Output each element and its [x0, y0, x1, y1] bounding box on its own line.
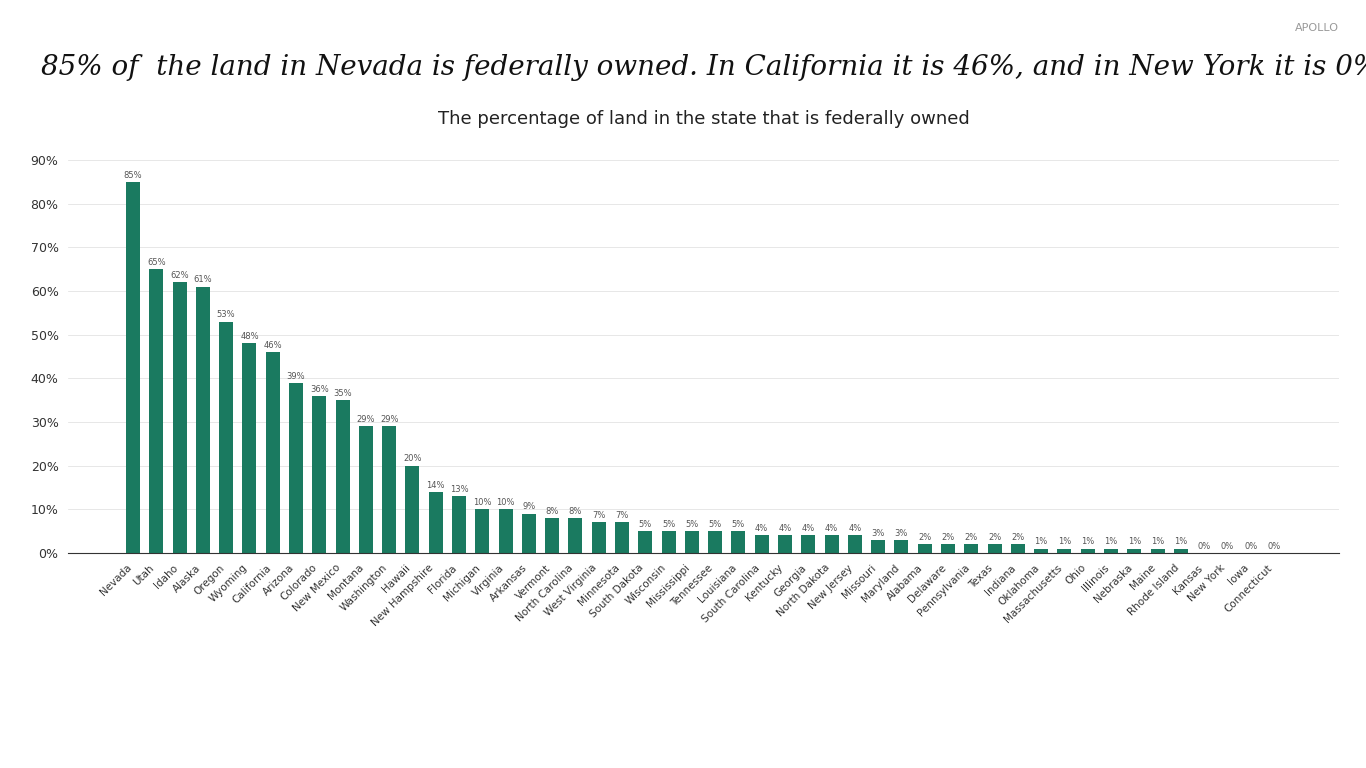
Bar: [918, 545, 932, 553]
Text: 3%: 3%: [895, 528, 908, 538]
Bar: [615, 522, 628, 553]
Bar: [1011, 545, 1024, 553]
Bar: [475, 509, 489, 553]
Text: 53%: 53%: [217, 310, 235, 319]
Text: 8%: 8%: [545, 507, 559, 516]
Bar: [731, 531, 746, 553]
Title: The percentage of land in the state that is federally owned: The percentage of land in the state that…: [437, 111, 970, 128]
Bar: [779, 535, 792, 553]
Text: 35%: 35%: [333, 389, 352, 398]
Text: 1%: 1%: [1127, 538, 1141, 546]
Bar: [452, 496, 466, 553]
Text: 5%: 5%: [732, 520, 744, 529]
Bar: [290, 382, 303, 553]
Text: 62%: 62%: [171, 271, 189, 280]
Text: 2%: 2%: [988, 533, 1001, 542]
Text: 2%: 2%: [964, 533, 978, 542]
Bar: [1127, 548, 1141, 553]
Bar: [336, 400, 350, 553]
Text: 7%: 7%: [615, 511, 628, 520]
Bar: [825, 535, 839, 553]
Text: 4%: 4%: [779, 525, 792, 533]
Bar: [406, 465, 419, 553]
Text: 1%: 1%: [1104, 538, 1117, 546]
Text: 1%: 1%: [1175, 538, 1187, 546]
Text: 39%: 39%: [287, 372, 306, 380]
Text: 20%: 20%: [403, 455, 422, 463]
Text: 0%: 0%: [1221, 541, 1233, 551]
Text: 9%: 9%: [522, 502, 535, 511]
Bar: [1034, 548, 1048, 553]
Bar: [1081, 548, 1094, 553]
Bar: [872, 540, 885, 553]
Bar: [1104, 548, 1117, 553]
Text: 4%: 4%: [825, 525, 839, 533]
Text: 10%: 10%: [473, 498, 492, 507]
Text: 13%: 13%: [449, 485, 469, 494]
Bar: [754, 535, 769, 553]
Text: 7%: 7%: [591, 511, 605, 520]
Bar: [638, 531, 653, 553]
Bar: [313, 396, 326, 553]
Text: 4%: 4%: [848, 525, 862, 533]
Bar: [149, 270, 164, 553]
Bar: [848, 535, 862, 553]
Bar: [802, 535, 816, 553]
Text: 0%: 0%: [1268, 541, 1280, 551]
Bar: [359, 426, 373, 553]
Text: 5%: 5%: [639, 520, 652, 529]
Text: 3%: 3%: [872, 528, 885, 538]
Text: 14%: 14%: [426, 481, 445, 490]
Text: 5%: 5%: [709, 520, 721, 529]
Bar: [126, 182, 139, 553]
Bar: [684, 531, 699, 553]
Text: 48%: 48%: [240, 333, 258, 341]
Bar: [499, 509, 512, 553]
Bar: [545, 518, 559, 553]
Text: 85%: 85%: [124, 170, 142, 180]
Bar: [661, 531, 676, 553]
Text: 10%: 10%: [496, 498, 515, 507]
Text: 1%: 1%: [1081, 538, 1094, 546]
Bar: [1057, 548, 1071, 553]
Text: 4%: 4%: [802, 525, 816, 533]
Text: 29%: 29%: [380, 415, 399, 424]
Text: 36%: 36%: [310, 385, 329, 394]
Bar: [988, 545, 1001, 553]
Bar: [964, 545, 978, 553]
Text: 46%: 46%: [264, 341, 281, 350]
Text: 1%: 1%: [1034, 538, 1048, 546]
Text: 5%: 5%: [663, 520, 675, 529]
Text: 85% of  the land in Nevada is federally owned. In California it is 46%, and in N: 85% of the land in Nevada is federally o…: [41, 54, 1366, 81]
Bar: [895, 540, 908, 553]
Bar: [568, 518, 582, 553]
Bar: [941, 545, 955, 553]
Bar: [219, 322, 234, 553]
Text: APOLLO: APOLLO: [1295, 23, 1339, 33]
Bar: [429, 492, 443, 553]
Text: 2%: 2%: [941, 533, 955, 542]
Bar: [591, 522, 605, 553]
Bar: [522, 514, 535, 553]
Text: 29%: 29%: [357, 415, 376, 424]
Text: 0%: 0%: [1244, 541, 1257, 551]
Text: 0%: 0%: [1198, 541, 1210, 551]
Text: 65%: 65%: [148, 258, 165, 267]
Text: 2%: 2%: [1011, 533, 1024, 542]
Bar: [243, 343, 257, 553]
Text: 4%: 4%: [755, 525, 768, 533]
Text: 61%: 61%: [194, 276, 212, 284]
Text: 2%: 2%: [918, 533, 932, 542]
Bar: [1173, 548, 1188, 553]
Bar: [1150, 548, 1165, 553]
Text: 8%: 8%: [568, 507, 582, 516]
Bar: [708, 531, 723, 553]
Bar: [172, 283, 187, 553]
Bar: [266, 353, 280, 553]
Text: 5%: 5%: [686, 520, 698, 529]
Text: 1%: 1%: [1057, 538, 1071, 546]
Bar: [382, 426, 396, 553]
Bar: [195, 286, 210, 553]
Text: 1%: 1%: [1152, 538, 1164, 546]
